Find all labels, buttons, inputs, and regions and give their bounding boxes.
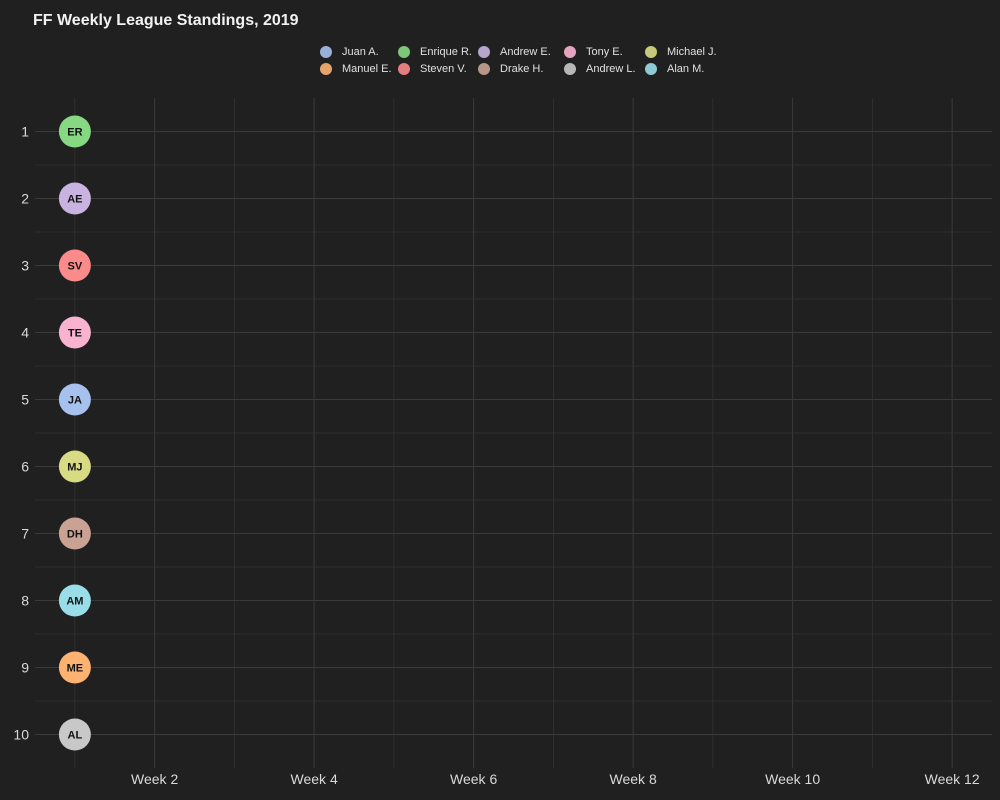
- legend-item: Andrew E.: [478, 46, 551, 58]
- gridlines: [35, 98, 992, 768]
- point-marker: [58, 182, 91, 215]
- point-marker: [58, 316, 91, 349]
- point-label: MJ: [67, 462, 82, 474]
- chart-title: FF Weekly League Standings, 2019: [33, 12, 299, 29]
- legend-key: [478, 63, 490, 75]
- data-point: DH: [58, 517, 91, 550]
- legend-label: Steven V.: [420, 63, 467, 75]
- x-tick-label: Week 6: [450, 771, 497, 787]
- x-tick-label: Week 4: [291, 771, 338, 787]
- point-label: ER: [67, 127, 82, 139]
- legend-item: Andrew L.: [564, 63, 636, 75]
- point-label: DH: [67, 529, 83, 541]
- legend-key: [564, 63, 576, 75]
- data-point: AL: [58, 718, 91, 751]
- legend-key: [478, 46, 490, 58]
- legend-label: Michael J.: [667, 46, 717, 58]
- y-tick-label: 4: [21, 325, 29, 341]
- point-label: JA: [68, 395, 82, 407]
- x-tick-label: Week 12: [925, 771, 980, 787]
- legend-label: Andrew E.: [500, 46, 551, 58]
- legend-key: [645, 46, 657, 58]
- legend-item: Manuel E.: [320, 63, 392, 75]
- legend-key: [564, 46, 576, 58]
- point-label: SV: [68, 261, 83, 273]
- legend-key: [645, 63, 657, 75]
- point-marker: [58, 651, 91, 684]
- point-marker: [58, 249, 91, 282]
- y-tick-label: 10: [13, 727, 29, 743]
- y-tick-label: 9: [21, 660, 29, 676]
- y-tick-label: 2: [21, 191, 29, 207]
- legend-label: Drake H.: [500, 63, 544, 75]
- legend-key: [320, 63, 332, 75]
- legend-item: Juan A.: [320, 46, 379, 58]
- point-marker: [58, 115, 91, 148]
- point-marker: [58, 517, 91, 550]
- legend-label: Andrew L.: [586, 63, 636, 75]
- y-tick-label: 8: [21, 593, 29, 609]
- y-tick-label: 1: [21, 124, 29, 140]
- point-label: ME: [67, 663, 84, 675]
- legend-item: Alan M.: [645, 63, 704, 75]
- data-point: MJ: [58, 450, 91, 483]
- legend-label: Juan A.: [342, 46, 379, 58]
- legend-key: [398, 46, 410, 58]
- data-point: AM: [58, 584, 91, 617]
- x-tick-label: Week 2: [131, 771, 178, 787]
- y-tick-label: 6: [21, 459, 29, 475]
- y-tick-label: 3: [21, 258, 29, 274]
- legend-item: Tony E.: [564, 46, 623, 58]
- data-point: JA: [58, 383, 91, 416]
- x-tick-label: Week 8: [610, 771, 657, 787]
- legend-label: Tony E.: [586, 46, 623, 58]
- data-point: ER: [58, 115, 91, 148]
- legend-label: Manuel E.: [342, 63, 392, 75]
- legend-item: Enrique R.: [398, 46, 472, 58]
- y-tick-label: 5: [21, 392, 29, 408]
- legend-key: [320, 46, 332, 58]
- legend-item: Steven V.: [398, 63, 467, 75]
- point-label: TE: [68, 328, 82, 340]
- data-point: TE: [58, 316, 91, 349]
- data-point: AE: [58, 182, 91, 215]
- point-marker: [58, 383, 91, 416]
- y-tick-label: 7: [21, 526, 29, 542]
- legend-label: Enrique R.: [420, 46, 472, 58]
- point-label: AM: [66, 596, 83, 608]
- legend-item: Drake H.: [478, 63, 543, 75]
- legend-key: [398, 63, 410, 75]
- point-marker: [58, 718, 91, 751]
- legend: Juan A. Manuel E. Enrique R. Steven V. Andre…: [320, 46, 740, 82]
- x-tick-label: Week 10: [765, 771, 820, 787]
- point-marker: [58, 450, 91, 483]
- legend-item: Michael J.: [645, 46, 717, 58]
- data-point: ME: [58, 651, 91, 684]
- point-label: AL: [68, 730, 83, 742]
- point-label: AE: [67, 194, 82, 206]
- point-marker: [58, 584, 91, 617]
- legend-label: Alan M.: [667, 63, 705, 75]
- data-point: SV: [58, 249, 91, 282]
